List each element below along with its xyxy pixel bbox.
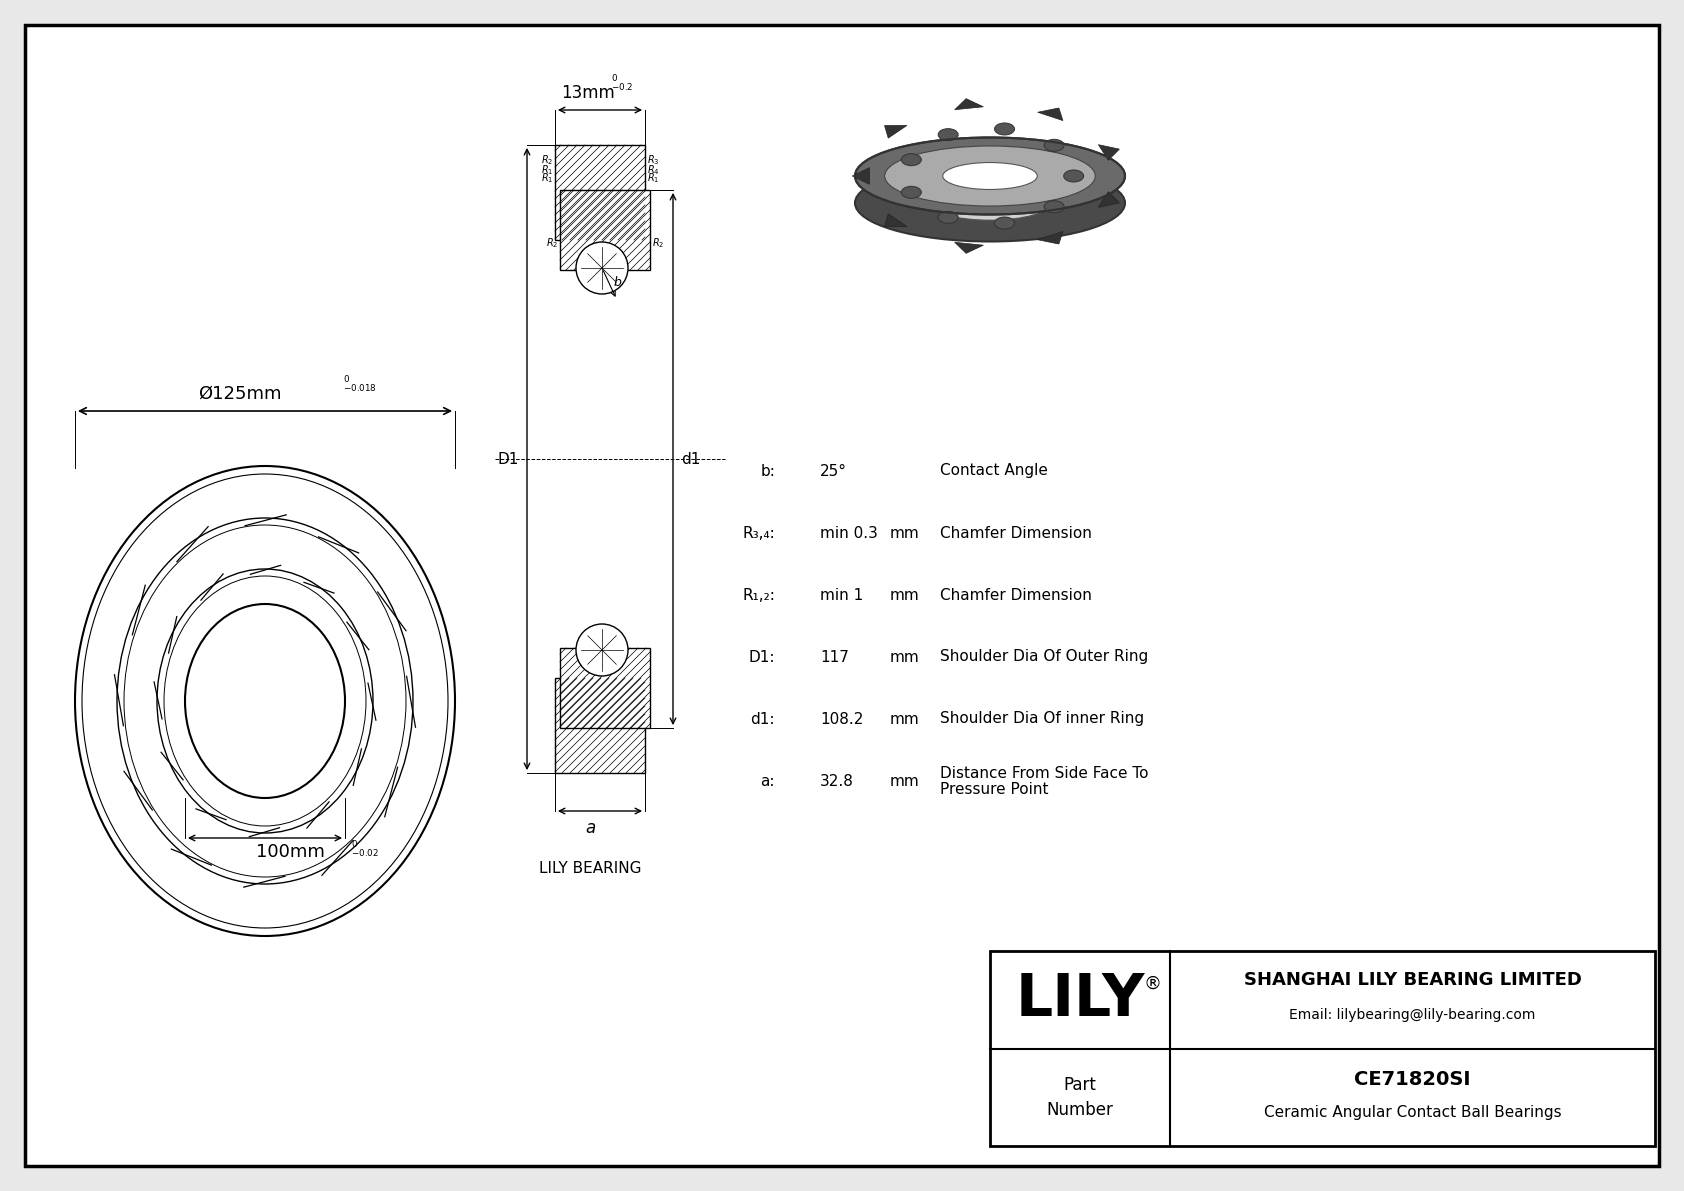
Ellipse shape (938, 129, 958, 141)
Text: Ceramic Angular Contact Ball Bearings: Ceramic Angular Contact Ball Bearings (1263, 1105, 1561, 1120)
Text: $R_1$: $R_1$ (541, 163, 552, 176)
Text: Chamfer Dimension: Chamfer Dimension (940, 587, 1091, 603)
Text: d1:: d1: (751, 711, 775, 727)
Text: mm: mm (891, 649, 919, 665)
Text: min 0.3: min 0.3 (820, 525, 877, 541)
Text: $R_2$: $R_2$ (546, 236, 557, 250)
Polygon shape (955, 99, 983, 110)
Polygon shape (1037, 231, 1063, 244)
Polygon shape (1098, 144, 1120, 161)
Text: Ø125mm: Ø125mm (199, 385, 281, 403)
Text: D1:: D1: (748, 649, 775, 665)
Text: R₃,₄:: R₃,₄: (743, 525, 775, 541)
Polygon shape (1098, 192, 1120, 207)
Text: $R_1$: $R_1$ (647, 172, 660, 185)
Polygon shape (884, 214, 908, 226)
Bar (561, 648, 650, 728)
Ellipse shape (930, 186, 1051, 220)
Text: Chamfer Dimension: Chamfer Dimension (940, 525, 1091, 541)
Text: Email: lilybearing@lily-bearing.com: Email: lilybearing@lily-bearing.com (1290, 1008, 1536, 1022)
Text: $R_1$: $R_1$ (541, 172, 552, 185)
Ellipse shape (901, 154, 921, 166)
Polygon shape (1037, 108, 1063, 120)
Ellipse shape (884, 146, 1095, 206)
Text: Shoulder Dia Of Outer Ring: Shoulder Dia Of Outer Ring (940, 649, 1148, 665)
Text: $R_2$: $R_2$ (541, 152, 552, 167)
Text: CE71820SI: CE71820SI (1354, 1070, 1470, 1089)
Text: Distance From Side Face To: Distance From Side Face To (940, 766, 1148, 780)
Text: $^{0}_{-0.2}$: $^{0}_{-0.2}$ (611, 74, 633, 94)
Text: Contact Angle: Contact Angle (940, 463, 1047, 479)
Ellipse shape (901, 186, 921, 199)
Text: Part
Number: Part Number (1046, 1075, 1113, 1118)
Text: D1: D1 (498, 451, 519, 467)
Text: mm: mm (891, 525, 919, 541)
Ellipse shape (1044, 201, 1064, 213)
Text: Pressure Point: Pressure Point (940, 781, 1049, 797)
Text: min 1: min 1 (820, 587, 864, 603)
Text: $R_2$: $R_2$ (652, 236, 663, 250)
Bar (990, 950, 1655, 1146)
Ellipse shape (1044, 139, 1064, 151)
Text: R₁,₂:: R₁,₂: (743, 587, 775, 603)
Text: a: a (584, 819, 594, 837)
Ellipse shape (855, 164, 1125, 242)
Bar (556, 145, 645, 241)
Text: $^{0}_{-0.02}$: $^{0}_{-0.02}$ (350, 840, 379, 860)
Polygon shape (884, 125, 908, 138)
Circle shape (576, 624, 628, 676)
Text: 32.8: 32.8 (820, 773, 854, 788)
Text: d1: d1 (680, 451, 701, 467)
Text: 25°: 25° (820, 463, 847, 479)
Text: LILY BEARING: LILY BEARING (539, 861, 642, 877)
Text: 117: 117 (820, 649, 849, 665)
Text: mm: mm (891, 711, 919, 727)
Bar (561, 191, 650, 270)
Ellipse shape (855, 137, 1125, 214)
Text: b: b (615, 276, 621, 289)
Text: $R_4$: $R_4$ (647, 163, 660, 176)
Text: LILY: LILY (1015, 971, 1145, 1028)
Ellipse shape (938, 211, 958, 224)
Circle shape (576, 242, 628, 294)
Text: 108.2: 108.2 (820, 711, 864, 727)
Polygon shape (955, 242, 983, 254)
Text: mm: mm (891, 587, 919, 603)
Text: Shoulder Dia Of inner Ring: Shoulder Dia Of inner Ring (940, 711, 1143, 727)
Ellipse shape (943, 162, 1037, 189)
Text: 100mm: 100mm (256, 843, 325, 861)
Text: $^{0}_{-0.018}$: $^{0}_{-0.018}$ (344, 375, 377, 395)
Text: $R_3$: $R_3$ (647, 152, 660, 167)
Ellipse shape (1064, 170, 1084, 182)
Polygon shape (852, 168, 869, 185)
Text: 13mm: 13mm (561, 85, 615, 102)
Ellipse shape (995, 217, 1014, 229)
Text: mm: mm (891, 773, 919, 788)
Bar (556, 678, 645, 773)
Text: b:: b: (759, 463, 775, 479)
Ellipse shape (995, 123, 1014, 135)
Text: ®: ® (1143, 974, 1160, 993)
Text: SHANGHAI LILY BEARING LIMITED: SHANGHAI LILY BEARING LIMITED (1243, 971, 1581, 989)
Text: a:: a: (761, 773, 775, 788)
